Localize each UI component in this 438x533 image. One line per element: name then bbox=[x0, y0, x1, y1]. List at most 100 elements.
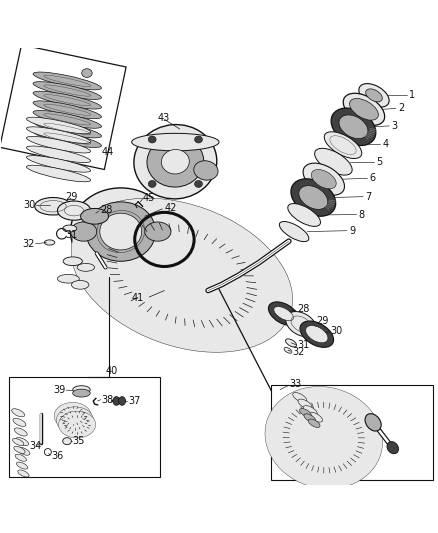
Ellipse shape bbox=[119, 397, 126, 405]
Ellipse shape bbox=[194, 161, 218, 180]
Ellipse shape bbox=[306, 326, 328, 343]
Text: 6: 6 bbox=[370, 173, 376, 183]
Text: 29: 29 bbox=[316, 316, 328, 326]
Ellipse shape bbox=[44, 240, 55, 245]
Ellipse shape bbox=[33, 120, 102, 138]
Ellipse shape bbox=[71, 198, 293, 352]
Ellipse shape bbox=[113, 397, 120, 405]
Ellipse shape bbox=[33, 110, 102, 128]
Ellipse shape bbox=[145, 222, 171, 241]
Ellipse shape bbox=[148, 181, 156, 188]
Ellipse shape bbox=[17, 447, 30, 455]
Text: 7: 7 bbox=[365, 192, 371, 201]
Ellipse shape bbox=[286, 339, 297, 347]
Ellipse shape bbox=[293, 392, 307, 402]
Text: 44: 44 bbox=[102, 147, 114, 157]
Ellipse shape bbox=[308, 419, 320, 427]
Ellipse shape bbox=[33, 130, 102, 148]
Ellipse shape bbox=[300, 409, 311, 417]
Ellipse shape bbox=[288, 204, 321, 227]
Text: 3: 3 bbox=[392, 121, 398, 131]
Ellipse shape bbox=[57, 274, 79, 283]
Text: 31: 31 bbox=[65, 230, 78, 240]
Ellipse shape bbox=[12, 409, 25, 417]
Ellipse shape bbox=[86, 202, 155, 261]
Ellipse shape bbox=[291, 179, 336, 216]
Text: 37: 37 bbox=[128, 395, 141, 406]
Ellipse shape bbox=[324, 132, 362, 158]
Ellipse shape bbox=[27, 156, 91, 172]
Ellipse shape bbox=[15, 454, 26, 461]
Text: 29: 29 bbox=[65, 192, 78, 201]
Ellipse shape bbox=[13, 439, 24, 446]
Ellipse shape bbox=[71, 188, 171, 275]
Text: 1: 1 bbox=[409, 91, 415, 100]
Ellipse shape bbox=[27, 146, 91, 163]
Ellipse shape bbox=[62, 408, 84, 424]
Ellipse shape bbox=[268, 302, 299, 326]
Ellipse shape bbox=[71, 280, 89, 289]
Ellipse shape bbox=[331, 108, 376, 146]
Ellipse shape bbox=[365, 414, 381, 431]
Ellipse shape bbox=[161, 149, 189, 174]
Ellipse shape bbox=[274, 306, 293, 321]
Ellipse shape bbox=[134, 125, 217, 199]
Ellipse shape bbox=[27, 165, 91, 182]
Ellipse shape bbox=[81, 208, 109, 224]
Text: 30: 30 bbox=[23, 200, 35, 211]
Text: 5: 5 bbox=[376, 157, 382, 167]
Ellipse shape bbox=[298, 399, 312, 409]
Text: 35: 35 bbox=[73, 436, 85, 446]
Ellipse shape bbox=[33, 101, 102, 119]
Ellipse shape bbox=[147, 136, 204, 187]
Text: 40: 40 bbox=[106, 366, 118, 376]
Ellipse shape bbox=[17, 462, 28, 469]
Ellipse shape bbox=[304, 414, 316, 422]
Ellipse shape bbox=[314, 148, 352, 175]
Text: 28: 28 bbox=[297, 304, 310, 314]
Ellipse shape bbox=[14, 428, 27, 436]
Ellipse shape bbox=[13, 418, 26, 426]
Ellipse shape bbox=[73, 386, 90, 393]
Text: 34: 34 bbox=[29, 440, 41, 450]
Ellipse shape bbox=[81, 69, 92, 77]
Ellipse shape bbox=[27, 127, 91, 143]
Text: 33: 33 bbox=[289, 379, 301, 390]
Ellipse shape bbox=[63, 438, 71, 445]
Text: 31: 31 bbox=[297, 340, 310, 350]
Ellipse shape bbox=[359, 84, 389, 107]
Ellipse shape bbox=[303, 163, 345, 195]
Ellipse shape bbox=[194, 136, 202, 143]
Ellipse shape bbox=[194, 181, 202, 188]
Ellipse shape bbox=[286, 312, 316, 337]
Ellipse shape bbox=[350, 99, 378, 120]
Text: 9: 9 bbox=[349, 225, 355, 236]
Ellipse shape bbox=[299, 185, 328, 209]
Ellipse shape bbox=[66, 417, 88, 432]
Ellipse shape bbox=[64, 413, 86, 428]
Ellipse shape bbox=[27, 117, 91, 134]
Ellipse shape bbox=[57, 201, 91, 220]
Ellipse shape bbox=[33, 72, 102, 90]
Ellipse shape bbox=[27, 136, 91, 153]
Ellipse shape bbox=[284, 348, 292, 353]
Ellipse shape bbox=[59, 411, 95, 438]
Text: 39: 39 bbox=[53, 385, 65, 394]
Ellipse shape bbox=[117, 230, 247, 320]
Ellipse shape bbox=[311, 169, 336, 189]
Text: 32: 32 bbox=[292, 346, 305, 357]
Ellipse shape bbox=[71, 222, 97, 241]
Text: 2: 2 bbox=[398, 103, 404, 114]
Ellipse shape bbox=[132, 133, 219, 151]
Ellipse shape bbox=[33, 91, 102, 109]
Ellipse shape bbox=[279, 222, 309, 241]
Ellipse shape bbox=[100, 213, 142, 250]
Ellipse shape bbox=[387, 442, 399, 454]
Ellipse shape bbox=[289, 408, 358, 468]
Ellipse shape bbox=[57, 407, 93, 433]
Ellipse shape bbox=[18, 470, 29, 477]
Text: 4: 4 bbox=[383, 139, 389, 149]
Ellipse shape bbox=[54, 402, 91, 429]
Ellipse shape bbox=[63, 225, 77, 232]
Ellipse shape bbox=[343, 93, 385, 125]
